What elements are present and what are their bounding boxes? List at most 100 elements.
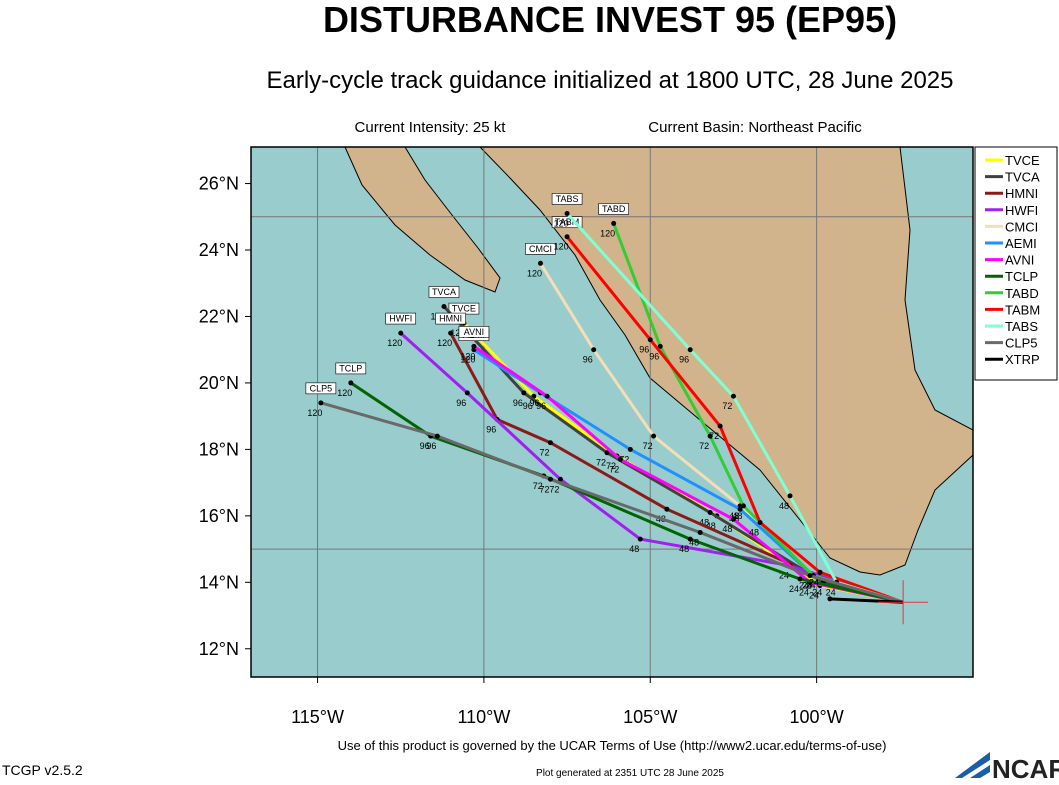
track-point	[627, 446, 633, 452]
hour-label: 120	[450, 328, 465, 338]
track-point	[547, 440, 553, 446]
track-point	[398, 330, 404, 336]
hour-label: 72	[722, 401, 732, 411]
hour-label: 96	[486, 424, 496, 434]
track-point	[697, 529, 703, 535]
hour-label: 48	[699, 518, 709, 528]
hour-label: 72	[533, 481, 543, 491]
hour-label: 72	[619, 454, 629, 464]
hour-label: 120	[337, 388, 352, 398]
hour-label: 72	[606, 461, 616, 471]
y-tick-label: 12°N	[199, 639, 239, 659]
x-tick-label: 115°W	[291, 707, 344, 727]
hour-label: 24	[799, 587, 809, 597]
hour-label: 72	[643, 441, 653, 451]
y-tick-label: 24°N	[199, 240, 239, 260]
baja-land	[344, 146, 501, 293]
track-point	[687, 347, 693, 353]
hour-label: 24	[802, 581, 812, 591]
legend-label: TABS	[1005, 319, 1038, 334]
track-point	[441, 303, 447, 309]
hour-label: 96	[513, 398, 523, 408]
version: TCGP v2.5.2	[2, 762, 83, 778]
track-tag: TABD	[602, 204, 626, 214]
track	[829, 597, 904, 604]
legend-label: CLP5	[1005, 336, 1038, 351]
track-tag-box	[385, 312, 417, 325]
hour-label: 96	[649, 351, 659, 361]
legend-label: TABM	[1005, 302, 1040, 317]
track-point	[604, 450, 610, 456]
track-tag-box	[305, 382, 337, 395]
hour-label: 24	[809, 591, 819, 601]
hour-label: 24	[779, 571, 789, 581]
hour-label: 48	[729, 511, 739, 521]
legend-label: TABD	[1005, 286, 1039, 301]
y-tick-label: 16°N	[199, 506, 239, 526]
track-point	[730, 516, 736, 522]
x-tick-label: 100°W	[790, 707, 844, 727]
hour-label: 24	[802, 581, 812, 591]
track-tag-box	[551, 193, 583, 205]
track-point	[657, 343, 663, 349]
track-tag-box	[525, 243, 556, 255]
hour-label: 48	[732, 511, 742, 521]
title: DISTURBANCE INVEST 95 (EP95)	[323, 0, 897, 40]
track-point	[637, 536, 643, 542]
legend-label: HWFI	[1005, 203, 1038, 218]
track-point	[651, 433, 657, 439]
track-point	[730, 393, 736, 399]
hour-label: 96	[523, 401, 533, 411]
hour-label: 72	[596, 458, 606, 468]
hour-label: 48	[629, 544, 639, 554]
hour-label: 96	[426, 441, 436, 451]
hour-label: 96	[679, 355, 689, 365]
legend-label: AVNI	[1005, 253, 1034, 268]
hour-label: 96	[456, 398, 466, 408]
legend-label: TCLP	[1005, 269, 1038, 284]
track-point	[547, 476, 553, 482]
track	[349, 381, 904, 604]
track-tag-box	[428, 286, 460, 298]
track-tag: TCLP	[339, 363, 362, 373]
track-point	[318, 400, 324, 406]
hour-label: 72	[709, 431, 719, 441]
legend-label: CMCI	[1005, 219, 1038, 234]
track-point	[817, 569, 823, 575]
x-tick-label: 110°W	[457, 707, 510, 727]
track-point	[707, 433, 713, 439]
subtitle: Early-cycle track guidance initialized a…	[266, 67, 953, 94]
track-point	[611, 220, 617, 226]
hour-label: 120	[460, 355, 475, 365]
track-point	[717, 423, 723, 429]
track-point	[544, 393, 550, 399]
track-tag: TABM	[555, 217, 579, 227]
hour-label: 120	[554, 218, 569, 228]
track	[442, 305, 904, 604]
track-tag: AVNI	[464, 327, 484, 337]
x-tick-label: 105°W	[623, 707, 677, 727]
track-point	[687, 536, 693, 542]
hour-label: 24	[826, 587, 836, 597]
track-point	[471, 343, 477, 349]
track-point	[537, 260, 543, 266]
track-tag-box	[458, 326, 490, 338]
hour-label: 120	[307, 408, 322, 418]
track-point	[707, 510, 713, 516]
track-point	[557, 476, 563, 482]
intensity: Current Intensity: 25 kt	[355, 119, 507, 136]
track-tag-box	[435, 312, 466, 325]
hour-label: 96	[583, 355, 593, 365]
track-point	[737, 506, 743, 512]
hour-label: 72	[699, 441, 709, 451]
track-point	[564, 234, 570, 240]
hour-label: 96	[639, 345, 649, 355]
legend-label: TVCE	[1005, 153, 1040, 168]
hour-label: 48	[679, 544, 689, 554]
logo-mark	[955, 752, 990, 778]
legend-label: HMNI	[1005, 186, 1038, 201]
hour-label: 120	[527, 268, 542, 278]
track-tag: CLP5	[310, 383, 333, 393]
hour-label: 72	[539, 484, 549, 494]
